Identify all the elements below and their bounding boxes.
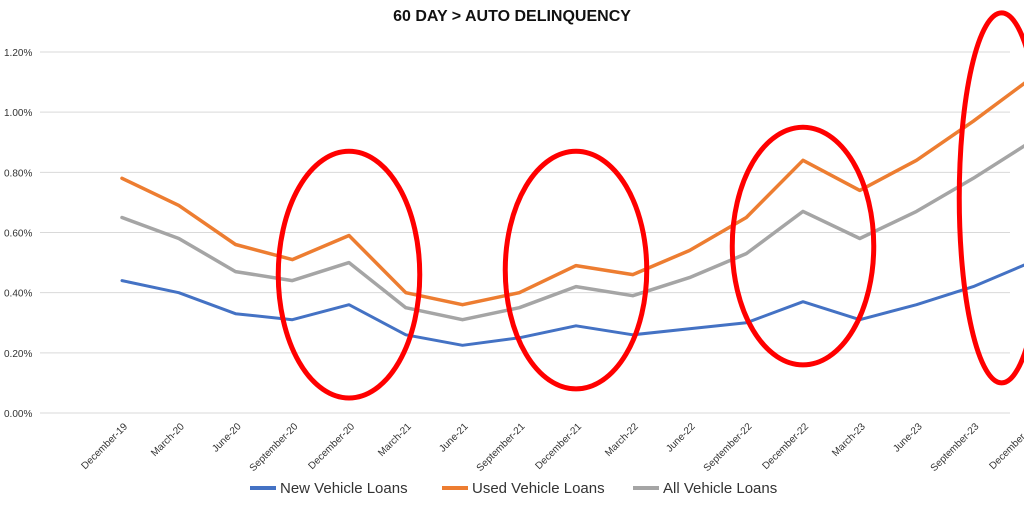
legend-label: Used Vehicle Loans: [472, 480, 605, 497]
x-tick-label: June-22: [664, 421, 698, 455]
series-line: [120, 144, 1024, 322]
y-tick-label: 0.60%: [4, 229, 32, 240]
y-tick-label: 0.80%: [4, 168, 32, 179]
x-tick-label: September-21: [475, 421, 528, 474]
x-tick-label: June-23: [891, 421, 925, 455]
y-axis-ticks: 0.00% 0.20% 0.40% 0.60% 0.80% 1.00% 1.20%: [4, 48, 32, 420]
annotations: [275, 10, 1024, 401]
chart-title: 60 DAY > AUTO DELINQUENCY: [393, 8, 631, 25]
y-tick-label: 0.00%: [4, 409, 32, 420]
x-tick-label: December-20: [306, 421, 357, 472]
series-lines: [120, 81, 1024, 347]
legend-label: New Vehicle Loans: [280, 480, 408, 497]
x-tick-label: December-19: [79, 421, 130, 472]
x-tick-label: June-20: [210, 421, 244, 455]
y-tick-label: 0.40%: [4, 289, 32, 300]
x-tick-label: September-23: [929, 421, 982, 474]
x-tick-label: March-23: [830, 421, 868, 459]
x-tick-label: September-22: [702, 421, 755, 474]
x-tick-label: September-20: [248, 421, 301, 474]
series-line: [120, 81, 1024, 307]
legend-label: All Vehicle Loans: [663, 480, 777, 497]
x-tick-label: March-22: [603, 421, 641, 459]
series-line: [120, 263, 1024, 347]
x-tick-label: December-22: [760, 421, 811, 472]
annotation-ellipse: [729, 124, 877, 368]
y-tick-label: 1.20%: [4, 48, 32, 59]
legend: New Vehicle Loans Used Vehicle Loans All V…: [250, 480, 777, 497]
x-tick-label: June-21: [437, 421, 471, 455]
annotation-ellipse: [956, 10, 1024, 386]
annotation-ellipse: [275, 148, 423, 401]
x-tick-label: December-23: [987, 421, 1024, 472]
gridlines: [40, 51, 1010, 414]
y-tick-label: 0.20%: [4, 349, 32, 360]
x-axis-ticks: December-19 March-20 June-20 September-20 De…: [79, 421, 1024, 474]
annotation-ellipse: [502, 148, 650, 392]
x-tick-label: March-21: [376, 421, 414, 459]
x-tick-label: March-20: [149, 421, 187, 459]
x-tick-label: December-21: [533, 421, 584, 472]
y-tick-label: 1.00%: [4, 108, 32, 119]
